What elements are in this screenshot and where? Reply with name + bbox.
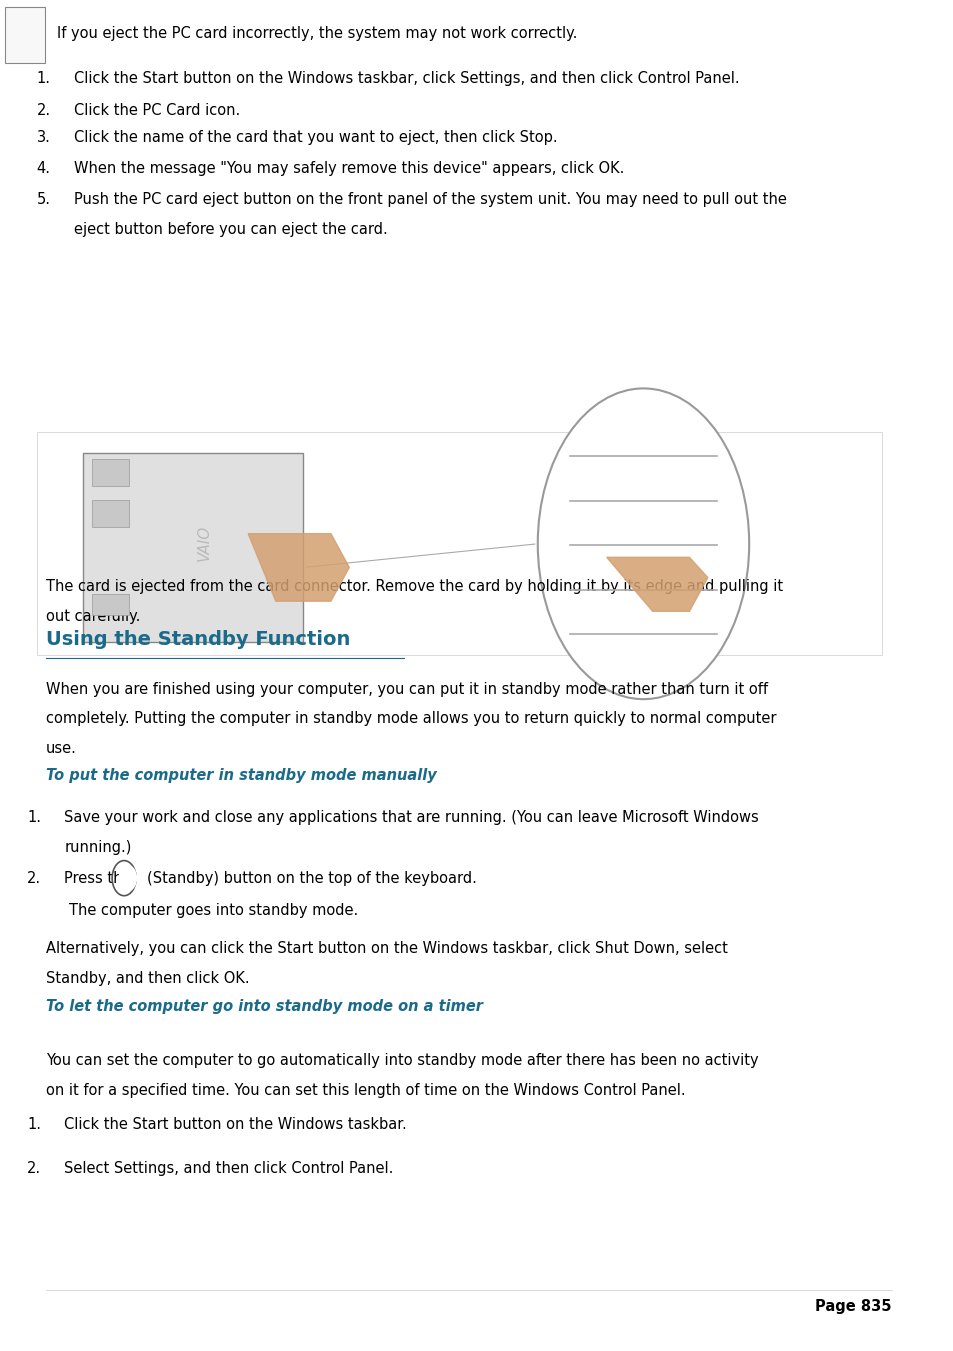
Text: Push the PC card eject button on the front panel of the system unit. You may nee: Push the PC card eject button on the fro… [73,192,785,208]
Text: ✏: ✏ [16,22,33,41]
Text: Standby, and then click OK.: Standby, and then click OK. [46,970,250,986]
FancyBboxPatch shape [5,7,45,63]
Circle shape [119,866,136,890]
Text: out carefully.: out carefully. [46,608,140,624]
Text: You can set the computer to go automatically into standby mode after there has b: You can set the computer to go automatic… [46,1052,758,1069]
Polygon shape [248,534,349,601]
Text: Press the: Press the [64,870,136,886]
Text: 1.: 1. [36,70,51,86]
Text: Select Settings, and then click Control Panel.: Select Settings, and then click Control … [64,1161,394,1177]
Text: 5.: 5. [36,192,51,208]
FancyBboxPatch shape [37,432,882,655]
Text: Click the Start button on the Windows taskbar, click Settings, and then click Co: Click the Start button on the Windows ta… [73,70,739,86]
Text: When the message "You may safely remove this device" appears, click OK.: When the message "You may safely remove … [73,161,623,177]
Text: 2.: 2. [28,1161,41,1177]
Text: eject button before you can eject the card.: eject button before you can eject the ca… [73,222,387,238]
FancyBboxPatch shape [91,500,129,527]
Text: completely. Putting the computer in standby mode allows you to return quickly to: completely. Putting the computer in stan… [46,711,776,727]
Text: on it for a specified time. You can set this length of time on the Windows Contr: on it for a specified time. You can set … [46,1082,685,1098]
FancyBboxPatch shape [91,459,129,486]
Text: Page 835: Page 835 [814,1298,891,1315]
Text: Click the name of the card that you want to eject, then click Stop.: Click the name of the card that you want… [73,130,557,146]
Text: Using the Standby Function: Using the Standby Function [46,630,350,648]
Circle shape [537,389,748,700]
Text: 1.: 1. [28,1116,41,1132]
Polygon shape [606,558,707,611]
Text: 3.: 3. [36,130,51,146]
Text: use.: use. [46,740,77,757]
Text: (Standby) button on the top of the keyboard.: (Standby) button on the top of the keybo… [147,870,476,886]
Text: Click the PC Card icon.: Click the PC Card icon. [73,103,239,119]
Text: Alternatively, you can click the Start button on the Windows taskbar, click Shut: Alternatively, you can click the Start b… [46,940,727,957]
Text: The computer goes into standby mode.: The computer goes into standby mode. [69,902,357,919]
Text: When you are finished using your computer, you can put it in standby mode rather: When you are finished using your compute… [46,681,767,697]
Text: Click the Start button on the Windows taskbar.: Click the Start button on the Windows ta… [64,1116,407,1132]
Text: VAIO: VAIO [196,526,212,562]
Text: To let the computer go into standby mode on a timer: To let the computer go into standby mode… [46,998,482,1015]
Text: 2.: 2. [28,870,41,886]
Text: If you eject the PC card incorrectly, the system may not work correctly.: If you eject the PC card incorrectly, th… [57,26,577,42]
Text: The card is ejected from the card connector. Remove the card by holding it by it: The card is ejected from the card connec… [46,578,782,594]
Text: Save your work and close any applications that are running. (You can leave Micro: Save your work and close any application… [64,809,759,825]
FancyBboxPatch shape [91,594,129,615]
Text: 1.: 1. [28,809,41,825]
Text: running.): running.) [64,839,132,855]
FancyBboxPatch shape [83,453,303,642]
Text: 2.: 2. [36,103,51,119]
Text: 4.: 4. [36,161,51,177]
Text: To put the computer in standby mode manually: To put the computer in standby mode manu… [46,767,436,784]
